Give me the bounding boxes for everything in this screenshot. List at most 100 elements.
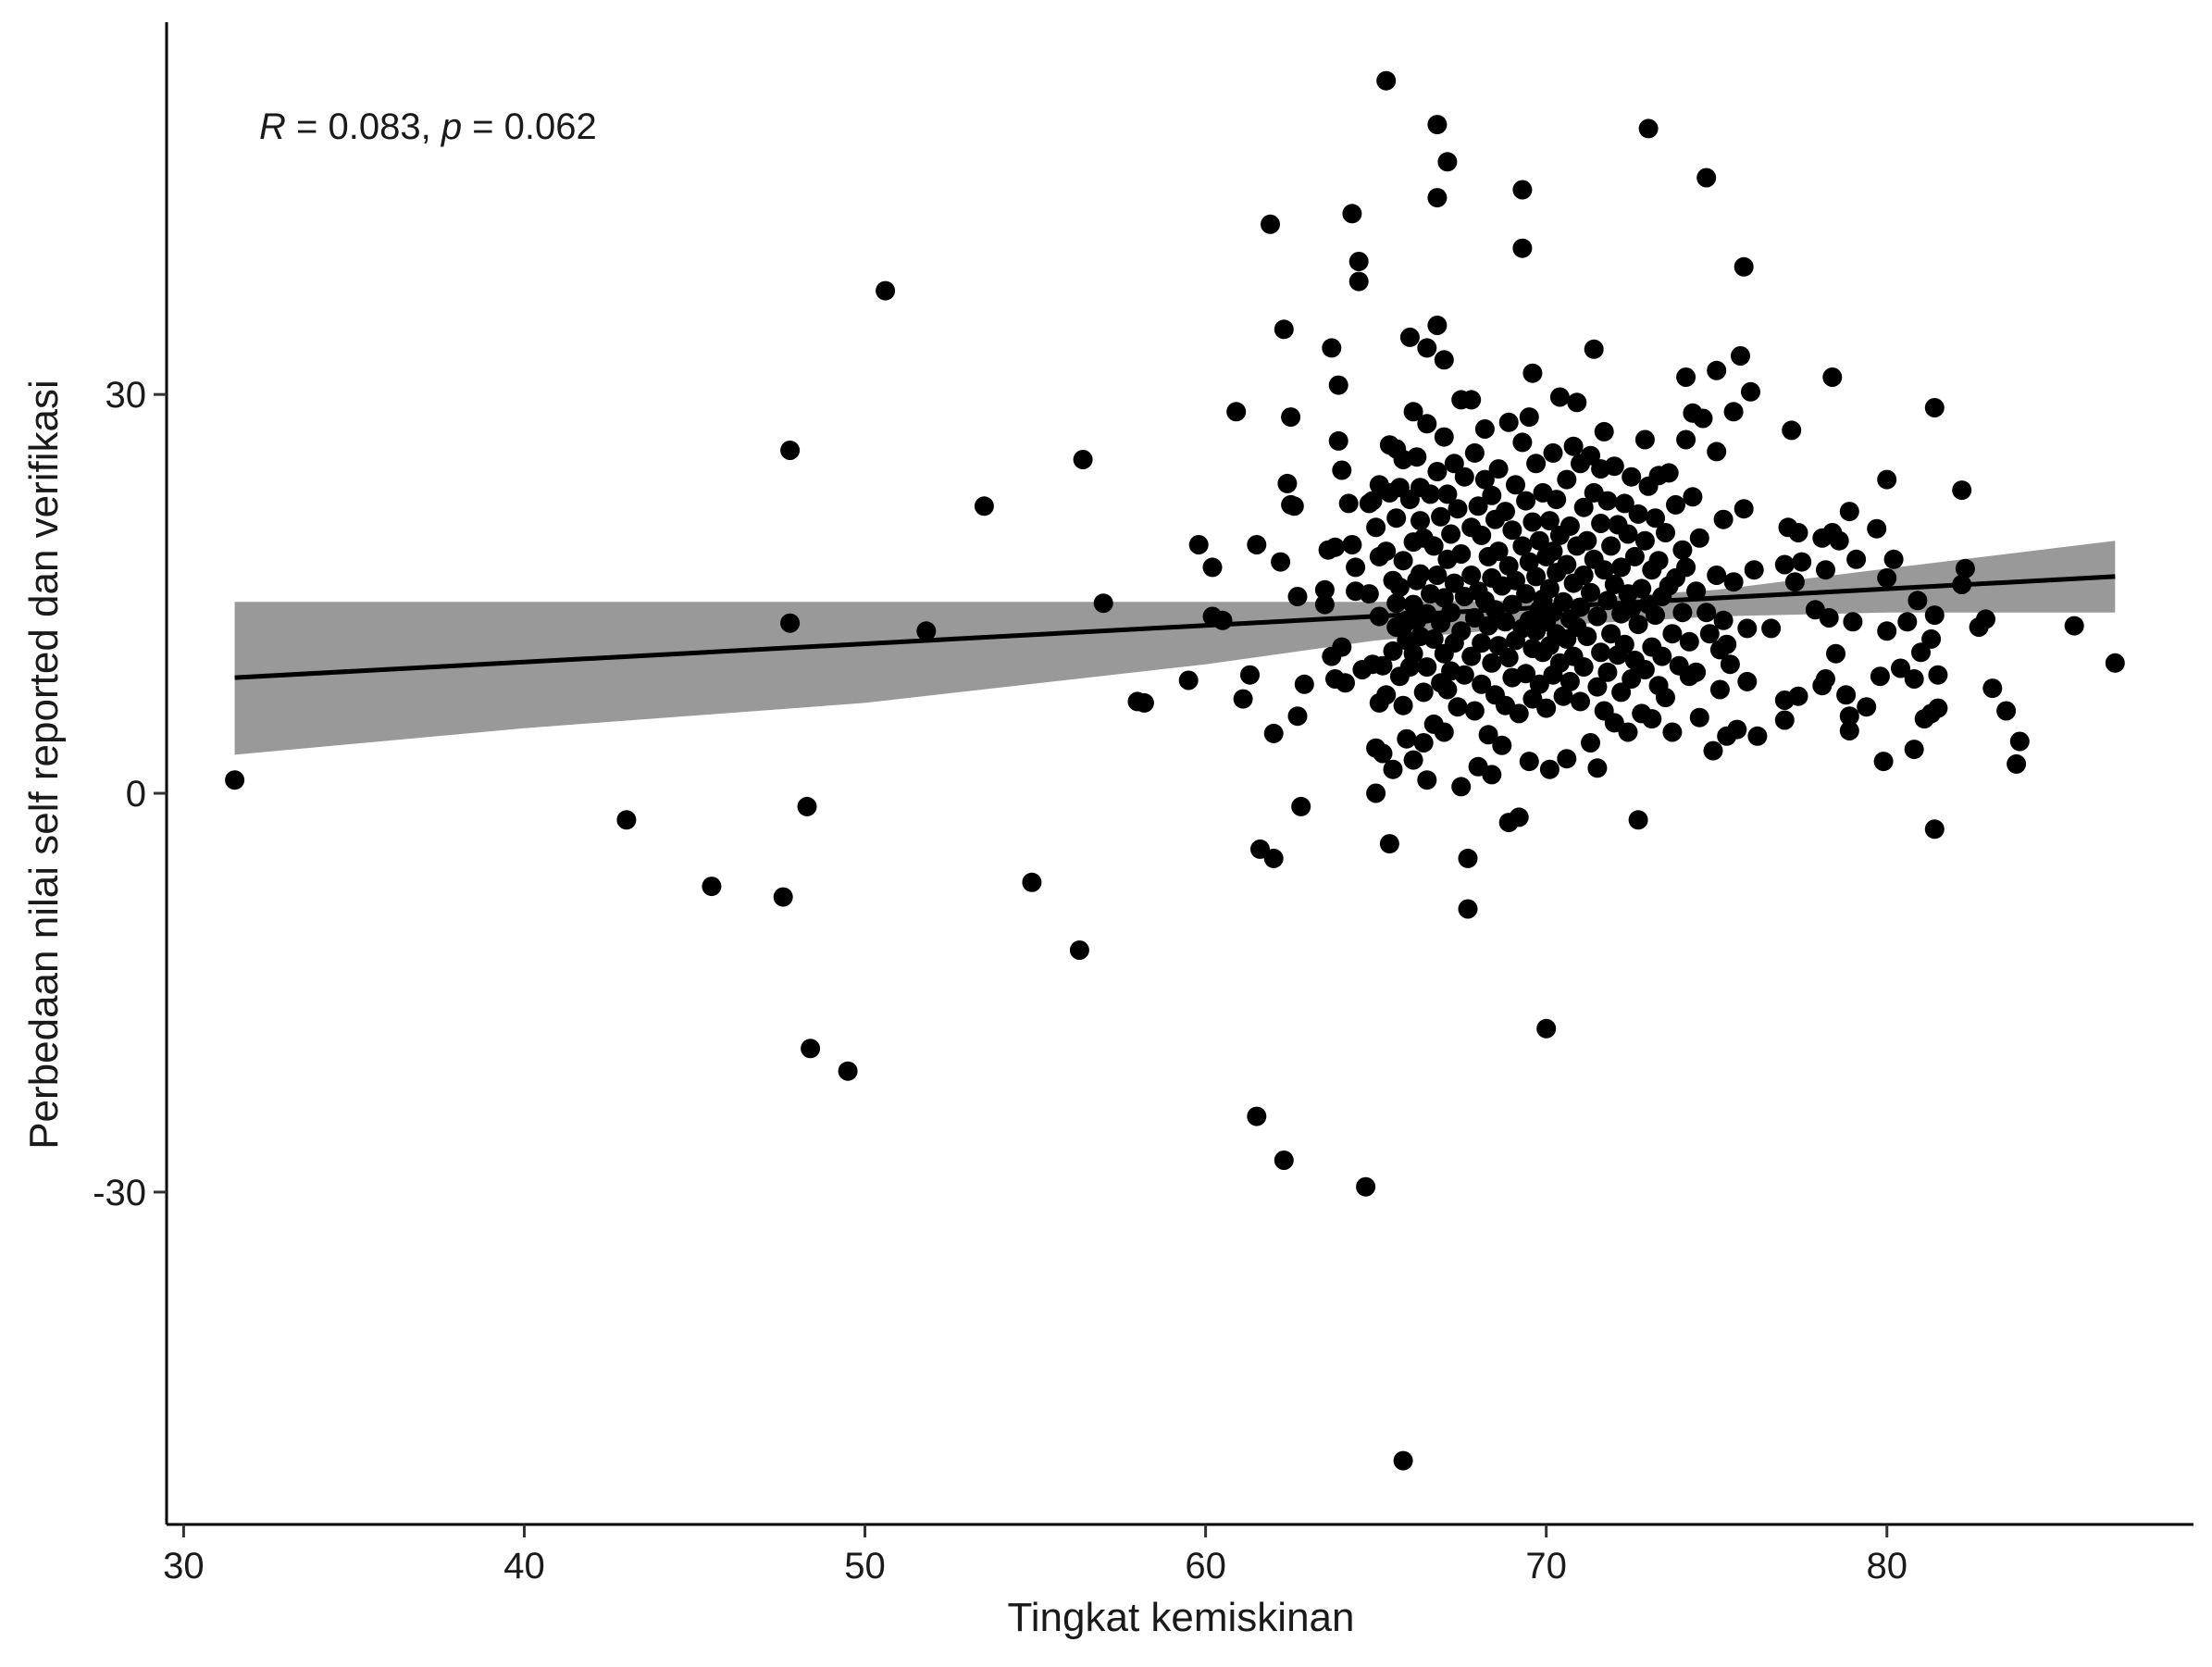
data-point — [1226, 402, 1247, 422]
data-point — [1434, 588, 1454, 608]
data-point — [1437, 152, 1458, 172]
data-point — [1723, 572, 1744, 592]
data-point — [1628, 810, 1648, 830]
data-point — [1656, 688, 1675, 708]
confidence-band-layer — [234, 541, 2116, 755]
data-point — [1628, 615, 1648, 635]
data-point — [1846, 549, 1867, 569]
data-point — [1870, 666, 1890, 687]
data-point — [780, 441, 801, 460]
data-point — [1427, 188, 1448, 208]
data-point — [1571, 597, 1590, 617]
data-point — [1073, 450, 1093, 469]
data-point — [1996, 701, 2017, 721]
data-point — [1423, 536, 1444, 556]
axes-layer: 30 40 50 60 70 80 -30 0 30 — [93, 22, 2193, 1586]
data-point — [1458, 899, 1478, 919]
data-point — [1498, 555, 1519, 576]
data-point — [1594, 421, 1614, 442]
data-point — [1250, 839, 1270, 859]
data-point — [1652, 646, 1672, 666]
data-point — [1359, 584, 1379, 604]
data-point — [1928, 665, 1948, 685]
data-point — [1376, 541, 1397, 562]
data-point — [1891, 658, 1910, 678]
data-point — [1601, 624, 1622, 644]
data-point — [1924, 398, 1945, 417]
data-point — [1539, 511, 1560, 531]
data-point — [1774, 554, 1795, 575]
data-point — [1577, 627, 1597, 647]
data-point — [1403, 750, 1423, 770]
data-point — [1322, 338, 1342, 358]
data-point — [1843, 612, 1863, 632]
data-point — [1839, 706, 1859, 727]
data-point — [1474, 469, 1495, 490]
data-point — [1277, 473, 1298, 493]
data-point — [1472, 525, 1492, 545]
data-point — [1587, 606, 1608, 627]
data-point — [1867, 518, 1887, 539]
data-point — [1713, 509, 1734, 529]
data-point — [1314, 594, 1335, 615]
data-point — [1393, 695, 1413, 715]
data-point — [1676, 429, 1696, 450]
data-point — [1454, 467, 1474, 487]
data-point — [1982, 678, 2003, 699]
data-point — [1911, 642, 1931, 663]
data-point — [1287, 587, 1308, 606]
data-point — [1369, 606, 1389, 627]
data-point — [916, 621, 937, 641]
x-axis-title: Tingkat kemiskinan — [1008, 1595, 1355, 1640]
data-point — [1693, 408, 1713, 429]
data-point — [1539, 759, 1560, 779]
data-point — [1393, 551, 1413, 571]
data-point — [1622, 598, 1642, 618]
data-point — [1458, 848, 1478, 868]
data-point — [1924, 819, 1945, 840]
data-point — [1482, 765, 1502, 785]
data-point — [1646, 508, 1665, 529]
data-point — [1557, 749, 1577, 769]
data-point — [616, 810, 637, 830]
data-point — [1707, 566, 1727, 585]
data-point — [2064, 616, 2084, 636]
data-point — [1410, 511, 1430, 531]
data-point — [1788, 686, 1808, 706]
data-point — [1784, 572, 1805, 592]
data-point — [1389, 577, 1410, 597]
data-point — [1427, 566, 1448, 585]
data-point — [1413, 682, 1434, 703]
data-point — [1679, 631, 1699, 652]
data-point — [1707, 442, 1727, 462]
data-point — [1526, 566, 1547, 587]
data-point — [1924, 605, 1945, 626]
data-point — [1291, 796, 1311, 816]
data-point — [1338, 493, 1359, 514]
data-point — [1618, 722, 1638, 742]
data-point — [1703, 740, 1723, 761]
data-point — [1284, 496, 1304, 516]
data-point — [1022, 872, 1042, 892]
data-point — [1696, 168, 1717, 188]
data-point — [1696, 603, 1717, 623]
data-point — [1178, 670, 1199, 690]
data-point — [1444, 573, 1464, 593]
data-point — [1557, 469, 1577, 490]
data-point — [1492, 735, 1512, 755]
data-point — [1689, 528, 1709, 548]
data-point — [1496, 502, 1515, 522]
data-point — [1676, 557, 1696, 578]
data-point — [1788, 523, 1808, 542]
data-point — [1519, 407, 1539, 428]
data-point — [1472, 633, 1492, 653]
data-point — [1699, 624, 1720, 644]
data-point — [1281, 407, 1301, 428]
data-point — [1720, 654, 1740, 675]
data-point — [1512, 432, 1533, 453]
data-point — [1877, 469, 1897, 490]
data-point — [1188, 535, 1209, 554]
data-point — [1686, 662, 1707, 682]
data-point — [1386, 508, 1407, 529]
annotation-text: R = 0.083, p = 0.062 — [259, 106, 597, 147]
